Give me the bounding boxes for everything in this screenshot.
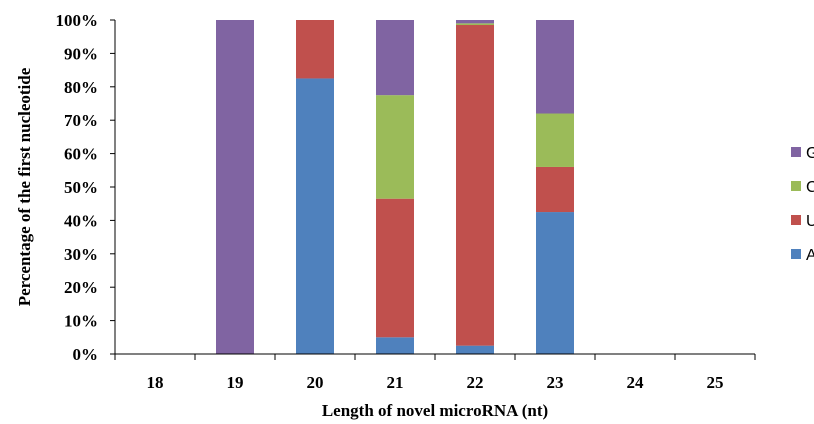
y-tick-label: 40% (64, 211, 98, 230)
y-tick-label: 90% (64, 44, 98, 63)
y-tick-label: 10% (64, 312, 98, 331)
y-tick-label: 60% (64, 145, 98, 164)
legend-item-C: C (791, 179, 814, 196)
bar-segment-U-20 (296, 20, 334, 79)
bar-segment-G-22 (456, 20, 494, 24)
bar-segment-A-23 (536, 212, 574, 354)
y-tick-label: 80% (64, 78, 98, 97)
y-tick-label: 100% (56, 11, 99, 30)
bar-segment-G-19 (216, 20, 254, 354)
y-tick-label: 20% (64, 278, 98, 297)
bars-layer (216, 20, 574, 354)
legend-item-U: U (791, 213, 814, 230)
bar-segment-C-23 (536, 113, 574, 167)
bar-segment-U-23 (536, 166, 574, 213)
x-tick-label: 19 (227, 373, 244, 392)
x-tick-label: 20 (307, 373, 324, 392)
bar-segment-U-22 (456, 25, 494, 346)
legend-label-A: A (806, 247, 814, 264)
legend-swatch-G (791, 147, 801, 157)
bar-segment-G-23 (536, 20, 574, 114)
x-tick-label: 18 (147, 373, 164, 392)
bar-segment-U-21 (376, 198, 414, 338)
bar-segment-A-21 (376, 337, 414, 354)
x-tick-label: 21 (387, 373, 404, 392)
legend-swatch-C (791, 181, 801, 191)
axes-layer (110, 19, 756, 360)
ticks-layer: 0% 10% 20% 30% 40% 50% 60% 70% 80% 90% 100% 18 19 20 2… (56, 11, 724, 392)
y-axis-title: Percentage of the first nucleotide (15, 67, 34, 306)
y-tick-label: 30% (64, 245, 98, 264)
bar-segment-G-21 (376, 20, 414, 96)
x-tick-label: 24 (627, 373, 645, 392)
x-tick-label: 25 (707, 373, 724, 392)
y-tick-label: 70% (64, 111, 98, 130)
bar-segment-A-20 (296, 78, 334, 354)
y-tick-label: 0% (73, 345, 99, 364)
legend-label-C: C (806, 179, 814, 196)
legend-swatch-U (791, 215, 801, 225)
legend-item-A: A (791, 247, 814, 264)
x-tick-label: 23 (547, 373, 564, 392)
y-tick-label: 50% (64, 178, 98, 197)
x-axis-title: Length of novel microRNA (nt) (322, 401, 548, 420)
legend-label-U: U (806, 213, 814, 230)
legend-item-G: G (791, 145, 814, 162)
bar-segment-C-22 (456, 23, 494, 26)
x-tick-label: 22 (467, 373, 484, 392)
legend-label-G: G (806, 145, 814, 162)
legend-swatch-A (791, 249, 801, 259)
bar-segment-C-21 (376, 95, 414, 199)
bar-segment-A-22 (456, 345, 494, 354)
